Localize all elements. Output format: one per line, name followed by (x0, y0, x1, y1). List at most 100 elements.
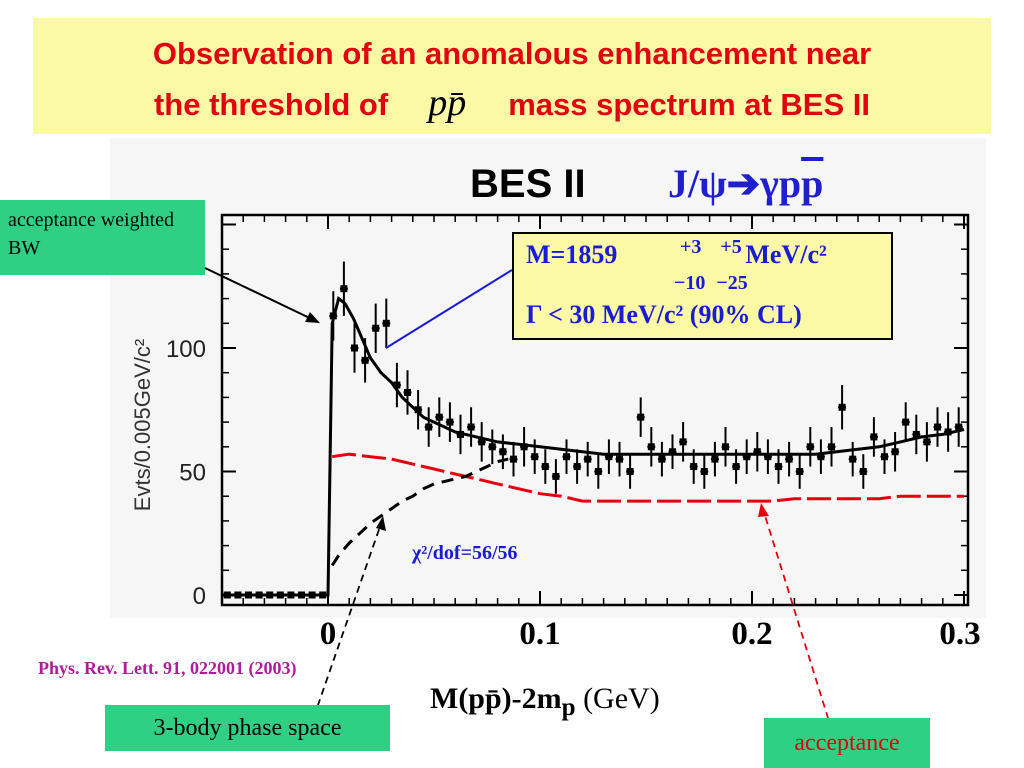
data-point (372, 324, 380, 332)
reaction-pbar: p (801, 161, 824, 206)
data-point (923, 438, 931, 446)
data-point (870, 433, 878, 441)
x-tick-label: 0 (319, 616, 337, 652)
bw-pointer-line (204, 267, 319, 323)
data-point (499, 448, 507, 456)
phase-space-label: 3-body phase space (105, 705, 390, 751)
data-point (351, 344, 358, 352)
data-point (414, 406, 422, 414)
data-point (859, 468, 867, 475)
data-point (902, 418, 910, 426)
y-tick-label: 50 (179, 460, 206, 487)
data-point (616, 455, 623, 463)
fit-pointer-line (385, 269, 513, 349)
acceptance-bw-label: acceptance weighted BW (0, 200, 205, 275)
data-point (531, 453, 539, 461)
data-point (584, 455, 592, 463)
x-axis-label-main: M(pp̄)-2m (430, 682, 562, 715)
reaction-label: J/ψ➔γpp (668, 160, 823, 207)
title-line-2-suffix: mass spectrum at BES II (508, 87, 871, 122)
data-point (541, 463, 549, 471)
data-point (266, 591, 274, 599)
phase-space-curve (330, 457, 509, 567)
fit-mass: M=1859 MeV/c² (526, 240, 827, 270)
data-point (838, 403, 846, 411)
reference-citation: Phys. Rev. Lett. 91, 022001 (2003) (38, 658, 297, 678)
data-point (298, 591, 305, 599)
data-point (637, 413, 645, 421)
data-point (669, 448, 676, 456)
data-point (563, 453, 570, 461)
data-point (520, 443, 528, 451)
data-point (255, 591, 263, 599)
acceptance-label: acceptance (764, 718, 930, 768)
data-point (626, 468, 634, 475)
x-tick-label: 0.1 (519, 616, 561, 652)
data-point (828, 443, 835, 451)
data-point (764, 453, 772, 461)
data-point (912, 430, 920, 438)
data-point (700, 468, 708, 475)
data-point (891, 448, 899, 456)
y-tick-label: 100 (166, 336, 206, 363)
data-point (679, 438, 687, 446)
data-point (753, 448, 761, 456)
data-point (690, 463, 698, 471)
data-point (361, 356, 369, 364)
data-point (722, 443, 729, 451)
data-point (287, 591, 295, 599)
data-point (393, 381, 401, 389)
data-point (658, 455, 666, 463)
y-axis-label: Evts/0.005GeV/c² (130, 339, 155, 511)
phase-space-pointer-line (317, 517, 384, 706)
title-line-1: Observation of an anomalous enhancement … (152, 36, 872, 71)
title-ppbar-symbol: pp̄ (428, 82, 467, 124)
data-point (478, 438, 486, 446)
phase-space-pointer-arrowhead (376, 516, 386, 531)
data-point (647, 443, 655, 451)
data-point (276, 591, 284, 599)
fit-mass-unit: MeV/c² (745, 240, 827, 269)
acceptance-curve (331, 452, 964, 503)
x-axis-label-unit: (GeV) (575, 682, 660, 715)
data-point (457, 430, 464, 438)
data-point (881, 453, 888, 461)
fit-mass-error-minus: −10 −25 (674, 272, 748, 294)
data-point (446, 418, 454, 426)
data-point (594, 468, 602, 475)
data-point (817, 453, 825, 461)
data-point (955, 423, 963, 431)
acceptance-pointer-line (761, 505, 829, 719)
data-point (404, 388, 411, 396)
title-banner: Observation of an anomalous enhancement … (33, 18, 991, 134)
data-point (510, 455, 517, 463)
data-point (944, 428, 952, 436)
data-point (711, 455, 719, 463)
fit-mass-error-plus: +3 +5 (680, 236, 742, 258)
data-point (223, 591, 231, 599)
chi2-label: χ²/dof=56/56 (412, 542, 518, 564)
data-point (743, 453, 751, 461)
fit-mass-value: M=1859 (526, 240, 618, 269)
data-point (308, 591, 316, 599)
data-point (934, 423, 941, 431)
fit-width: Γ < 30 MeV/c² (90% CL) (526, 300, 802, 329)
title-line-2-prefix: the threshold of (153, 87, 389, 122)
data-point (488, 443, 496, 451)
data-point (573, 463, 581, 471)
data-point (796, 468, 804, 475)
y-tick-label: 0 (193, 583, 206, 610)
bw-pointer-arrowhead (305, 312, 320, 323)
data-point (552, 472, 560, 480)
data-point (319, 591, 327, 599)
data-point (329, 312, 337, 320)
data-point (775, 463, 782, 471)
data-point (435, 413, 443, 421)
data-point (605, 453, 613, 461)
data-point (785, 455, 793, 463)
x-tick-label: 0.3 (939, 616, 981, 652)
reaction-gamma-p: γp (760, 161, 802, 206)
acceptance-pointer-arrowhead (758, 503, 769, 517)
data-point (467, 423, 475, 431)
